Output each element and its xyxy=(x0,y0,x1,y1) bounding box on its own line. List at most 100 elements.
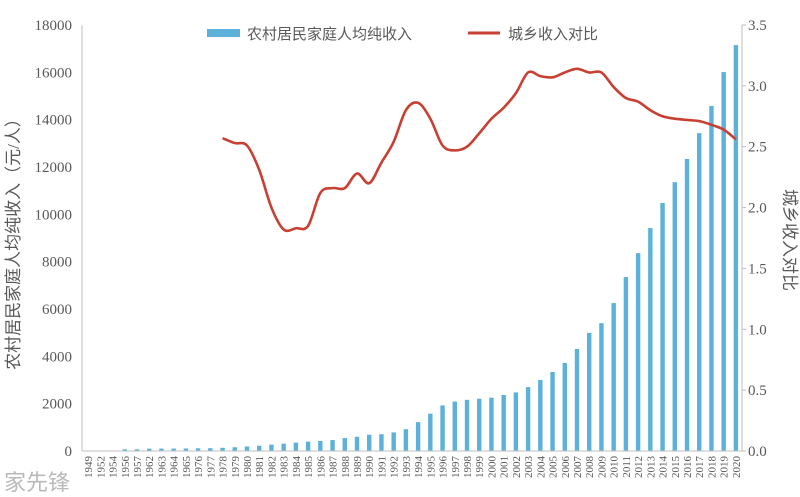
x-tick-label: 2003 xyxy=(523,456,535,479)
bar-1962 xyxy=(147,448,152,451)
bar-1979 xyxy=(232,447,237,451)
bar-series xyxy=(122,45,739,451)
x-tick-label: 1988 xyxy=(340,456,352,479)
x-tick-label: 2015 xyxy=(670,456,682,479)
bar-1977 xyxy=(208,448,213,451)
bar-2000 xyxy=(489,397,494,451)
left-y-tick-label: 8000 xyxy=(42,255,72,271)
bar-1987 xyxy=(330,440,335,451)
bar-1978 xyxy=(220,447,225,451)
x-tick-label: 1982 xyxy=(266,456,278,478)
right-y-tick-label: 0.0 xyxy=(748,444,767,460)
x-tick-label: 1985 xyxy=(303,456,315,479)
bar-1956 xyxy=(122,449,127,451)
x-tick-label: 2009 xyxy=(596,456,608,479)
x-tick-label: 1980 xyxy=(242,456,254,479)
bar-1964 xyxy=(171,448,176,451)
bar-1993 xyxy=(403,429,409,451)
left-y-tick-label: 10000 xyxy=(35,207,73,223)
bar-2003 xyxy=(525,387,531,451)
bar-2020 xyxy=(733,45,739,451)
bar-1996 xyxy=(440,405,445,451)
x-tick-label: 2016 xyxy=(682,456,694,479)
legend-line-label: 城乡收入对比 xyxy=(508,26,598,43)
bar-1976 xyxy=(195,448,201,451)
bar-1963 xyxy=(159,448,164,451)
x-tick-label: 1993 xyxy=(401,456,413,479)
right-y-ticks: 0.0 0.5 1.0 1.5 2.0 2.5 3.0 3.5 xyxy=(742,18,767,460)
bar-1981 xyxy=(257,445,262,451)
bar-2014 xyxy=(660,202,665,451)
x-tick-label: 2002 xyxy=(511,456,523,478)
x-tick-label: 1962 xyxy=(144,456,156,478)
x-tick-label: 1991 xyxy=(376,456,388,478)
x-tick-label: 1956 xyxy=(120,456,132,479)
x-tick-label: 1984 xyxy=(291,456,303,479)
left-y-tick-label: 14000 xyxy=(35,113,73,129)
right-y-tick-label: 3.0 xyxy=(748,79,767,95)
x-tick-label: 1987 xyxy=(328,456,340,479)
x-tick-label: 2004 xyxy=(535,456,547,479)
x-tick-label: 2010 xyxy=(609,456,621,479)
bar-1999 xyxy=(477,398,482,451)
bar-1965 xyxy=(183,448,189,451)
left-y-tick-label: 16000 xyxy=(35,65,73,81)
x-tick-label: 2012 xyxy=(633,456,645,478)
bar-2013 xyxy=(648,228,653,451)
bar-1980 xyxy=(244,446,250,451)
bar-1984 xyxy=(293,442,299,451)
x-tick-label: 1983 xyxy=(279,456,291,479)
left-y-tick-label: 0 xyxy=(65,444,73,460)
x-tick-label: 1992 xyxy=(389,456,401,478)
x-tick-label: 1998 xyxy=(462,456,474,479)
bar-2007 xyxy=(574,348,580,451)
bar-1995 xyxy=(428,413,433,451)
x-tick-label: 2011 xyxy=(621,456,633,478)
left-y-axis-label: 农村居民家庭人均纯收入（元/人） xyxy=(4,110,23,370)
bar-1990 xyxy=(367,434,372,451)
left-y-tick-label: 4000 xyxy=(42,349,72,365)
bar-1991 xyxy=(379,434,384,451)
x-tick-label: 2000 xyxy=(486,456,498,479)
watermark: 家先锋 xyxy=(4,470,70,495)
left-y-ticks: 0 2000 4000 6000 8000 10000 12000 14000 16000 180… xyxy=(35,18,73,460)
bar-2008 xyxy=(587,332,592,451)
bar-2017 xyxy=(697,133,702,451)
right-y-tick-label: 3.5 xyxy=(748,18,767,34)
legend-bar-swatch xyxy=(207,29,240,37)
bar-2018 xyxy=(709,105,714,451)
x-tick-label: 1957 xyxy=(132,456,144,479)
x-tick-label: 1965 xyxy=(181,456,193,479)
x-tick-label: 1978 xyxy=(218,456,230,479)
right-y-tick-label: 2.5 xyxy=(748,140,767,156)
x-tick-label: 1952 xyxy=(95,456,107,478)
right-y-tick-label: 0.5 xyxy=(748,383,767,399)
x-tick-label: 2014 xyxy=(658,456,670,479)
bar-2010 xyxy=(611,303,616,451)
x-tick-label: 1986 xyxy=(315,456,327,479)
left-y-tick-label: 6000 xyxy=(42,302,72,318)
bar-2011 xyxy=(623,277,629,451)
legend: 农村居民家庭人均纯收入 城乡收入对比 xyxy=(207,26,598,43)
bar-1989 xyxy=(354,436,360,451)
bar-2006 xyxy=(562,362,567,451)
bar-1997 xyxy=(452,401,457,451)
x-tick-label: 2017 xyxy=(694,456,706,479)
bar-2019 xyxy=(721,72,726,451)
x-tick-label: 1996 xyxy=(438,456,450,479)
right-y-axis-label: 城乡收入对比 xyxy=(780,189,799,291)
x-tick-label: 1963 xyxy=(156,456,168,479)
bar-2001 xyxy=(501,395,506,451)
bar-1983 xyxy=(281,443,286,451)
x-tick-label: 1989 xyxy=(352,456,364,479)
right-y-tick-label: 2.0 xyxy=(748,201,767,217)
bar-2012 xyxy=(635,253,641,451)
bar-2016 xyxy=(684,158,690,451)
bar-2009 xyxy=(599,323,604,451)
x-tick-label: 2005 xyxy=(548,456,560,479)
x-tick-label: 1997 xyxy=(450,456,462,479)
x-tick-label: 2013 xyxy=(645,456,657,479)
x-tick-label: 2007 xyxy=(572,456,584,479)
x-ticks: 1949 1952 1954 1956 1957 1962 1963 1964 1965 1976… xyxy=(83,456,743,479)
bar-1957 xyxy=(134,449,140,451)
